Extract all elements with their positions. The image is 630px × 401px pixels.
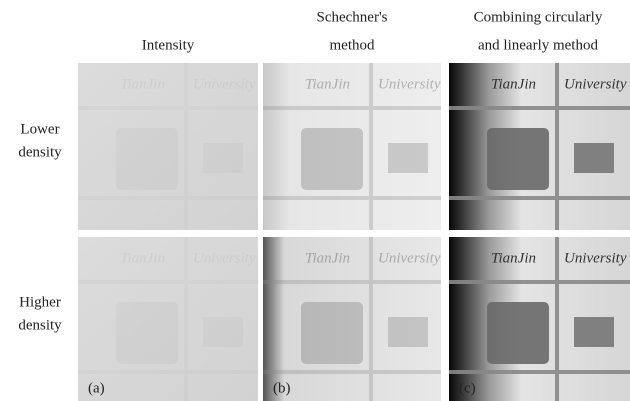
dark-square xyxy=(116,302,178,364)
panel-label: (b) xyxy=(273,380,291,396)
image-panel: TianJin University xyxy=(263,63,441,230)
row-labels: Lower density Higher density xyxy=(18,121,62,333)
column-title: method xyxy=(330,37,375,53)
scene-text: University xyxy=(564,76,627,92)
image-panel: TianJin University (b) xyxy=(263,237,441,401)
scene-text: TianJin xyxy=(491,250,536,266)
image-panel: TianJin University (c) xyxy=(449,237,630,401)
column-title: and linearly method xyxy=(478,37,598,53)
logo xyxy=(388,317,428,347)
scene-text: TianJin xyxy=(120,250,165,266)
panel-label: (c) xyxy=(459,380,476,396)
scene-text: TianJin xyxy=(120,76,165,92)
logo xyxy=(203,143,243,173)
image-panel: TianJin University (a) xyxy=(78,237,258,401)
logo xyxy=(574,317,614,347)
column-title: Intensity xyxy=(142,37,195,53)
row-label: Higher xyxy=(19,294,61,310)
column-title: Combining circularly xyxy=(474,9,603,25)
dark-square xyxy=(116,128,178,190)
column-title: Schechner's xyxy=(316,9,387,25)
row-label: density xyxy=(18,317,62,333)
logo xyxy=(574,143,614,173)
dark-square xyxy=(487,128,549,190)
dark-square xyxy=(487,302,549,364)
figure: Intensity Schechner's method Combining c… xyxy=(0,0,630,401)
scene-text: University xyxy=(378,76,441,92)
dark-square xyxy=(301,128,363,190)
scene-text: University xyxy=(378,250,441,266)
logo xyxy=(388,143,428,173)
scene-text: University xyxy=(193,250,256,266)
column-headers: Intensity Schechner's method Combining c… xyxy=(142,9,603,53)
scene-text: TianJin xyxy=(491,76,536,92)
image-panel: TianJin University xyxy=(78,63,258,230)
row-label: density xyxy=(18,144,62,160)
panel-label: (a) xyxy=(88,380,105,396)
row-label: Lower xyxy=(20,121,59,137)
image-panel: TianJin University xyxy=(449,63,630,230)
scene-text: University xyxy=(564,250,627,266)
scene-text: TianJin xyxy=(305,250,350,266)
scene-text: University xyxy=(193,76,256,92)
dark-square xyxy=(301,302,363,364)
logo xyxy=(203,317,243,347)
scene-text: TianJin xyxy=(305,76,350,92)
